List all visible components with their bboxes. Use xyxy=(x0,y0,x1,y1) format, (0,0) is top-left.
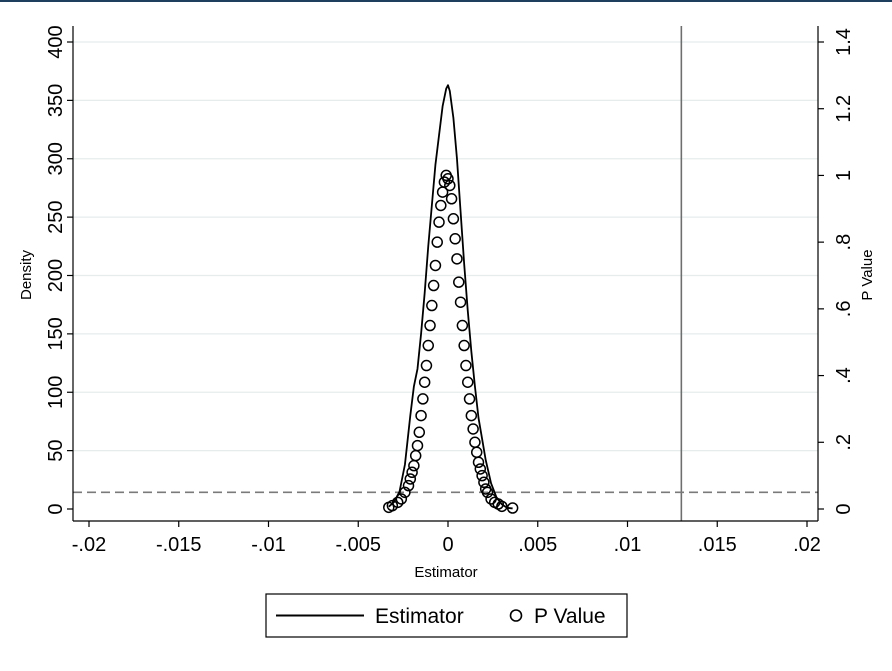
x-axis-label: Estimator xyxy=(414,564,477,581)
y-left-tick-label-7: 350 xyxy=(45,84,67,117)
x-tick-label-4: 0 xyxy=(442,534,453,556)
p-value-point xyxy=(426,299,438,312)
p-value-point xyxy=(470,446,483,459)
y-right-axis-ticks: 0 .2 .4 .6 .8 1 1.2 1.4 xyxy=(818,28,855,515)
y-right-tick-label-6: 1.2 xyxy=(833,95,855,123)
y-right-axis-label: P Value xyxy=(859,249,876,300)
p-value-point xyxy=(458,339,470,352)
x-tick-label-0: -.02 xyxy=(72,534,106,556)
p-value-point xyxy=(395,493,408,505)
p-value-point xyxy=(435,199,447,212)
y-right-tick-label-2: .4 xyxy=(833,367,855,384)
x-tick-label-2: -.01 xyxy=(251,534,285,556)
x-tick-label-8: .02 xyxy=(793,534,821,556)
p-value-point xyxy=(399,486,411,499)
x-tick-label-3: -.005 xyxy=(335,534,381,556)
p-value-point xyxy=(454,296,467,308)
y-left-axis-ticks: 0 50 100 150 200 250 300 350 400 xyxy=(45,25,73,515)
window-top-border xyxy=(0,0,892,2)
p-value-point xyxy=(402,479,415,492)
x-tick-label-1: -.015 xyxy=(156,534,202,556)
estimator-density-line xyxy=(388,84,513,510)
series-estimator xyxy=(388,84,513,510)
p-value-point xyxy=(506,502,519,514)
p-value-point xyxy=(451,253,463,265)
p-value-point xyxy=(472,456,485,469)
p-value-point xyxy=(411,439,424,452)
p-value-point xyxy=(474,463,487,475)
p-value-point xyxy=(413,426,426,439)
p-value-point xyxy=(444,179,456,192)
gridlines xyxy=(73,41,818,452)
p-value-point xyxy=(463,393,476,405)
y-left-tick-label-4: 200 xyxy=(45,259,67,292)
reference-lines xyxy=(73,26,818,521)
p-value-point xyxy=(418,376,431,388)
p-value-point xyxy=(481,486,494,499)
p-value-point xyxy=(449,233,461,245)
p-value-point xyxy=(429,259,442,272)
p-value-point xyxy=(447,213,460,225)
y-left-tick-label-2: 100 xyxy=(45,376,67,409)
y-left-tick-label-6: 300 xyxy=(45,142,67,175)
p-value-point xyxy=(415,409,427,422)
p-value-point xyxy=(476,469,488,482)
y-right-tick-label-4: .8 xyxy=(833,234,855,251)
p-value-point xyxy=(462,376,474,388)
p-value-point xyxy=(469,436,481,449)
legend-label-estimator: Estimator xyxy=(375,605,464,628)
p-value-point xyxy=(427,279,440,292)
x-tick-label-7: .015 xyxy=(698,534,737,556)
x-tick-label-5: .005 xyxy=(518,534,557,556)
legend-label-p-value: P Value xyxy=(534,605,606,628)
y-right-tick-label-5: 1 xyxy=(833,170,855,181)
p-value-point xyxy=(406,466,418,479)
p-value-point xyxy=(453,276,465,288)
p-value-point xyxy=(420,359,433,372)
legend-circle-swatch xyxy=(509,609,523,622)
p-value-point xyxy=(417,393,429,405)
p-value-point xyxy=(424,319,436,332)
y-left-tick-label-0: 0 xyxy=(45,503,67,514)
p-value-point xyxy=(445,193,458,205)
legend: Estimator P Value xyxy=(265,593,628,638)
p-value-point xyxy=(408,459,420,472)
y-left-tick-label-8: 400 xyxy=(45,25,67,58)
p-value-point xyxy=(409,449,422,462)
p-value-point xyxy=(431,236,443,248)
y-right-tick-label-1: .2 xyxy=(833,434,855,451)
series-p-value xyxy=(383,169,519,514)
p-value-point xyxy=(456,319,469,332)
y-right-tick-label-3: .6 xyxy=(833,301,855,318)
p-value-point xyxy=(460,359,472,372)
x-tick-label-6: .01 xyxy=(614,534,642,556)
y-left-tick-label-5: 250 xyxy=(45,200,67,233)
y-left-axis-label: Density xyxy=(18,249,35,300)
p-value-point xyxy=(465,409,478,422)
p-value-point xyxy=(478,476,490,489)
x-axis-ticks: -.02 -.015 -.01 -.005 0 .005 .01 .015 .02 xyxy=(72,521,821,556)
p-value-point xyxy=(433,216,445,228)
p-value-point xyxy=(496,500,508,513)
p-value-point xyxy=(422,339,434,352)
p-value-point xyxy=(467,423,479,435)
p-value-point xyxy=(391,496,404,509)
y-right-tick-label-0: 0 xyxy=(833,503,855,514)
y-right-tick-label-7: 1.4 xyxy=(833,28,855,56)
y-left-tick-label-3: 150 xyxy=(45,317,67,350)
p-value-point xyxy=(404,473,417,485)
y-left-tick-label-1: 50 xyxy=(45,440,67,462)
p-value-point xyxy=(442,173,454,185)
